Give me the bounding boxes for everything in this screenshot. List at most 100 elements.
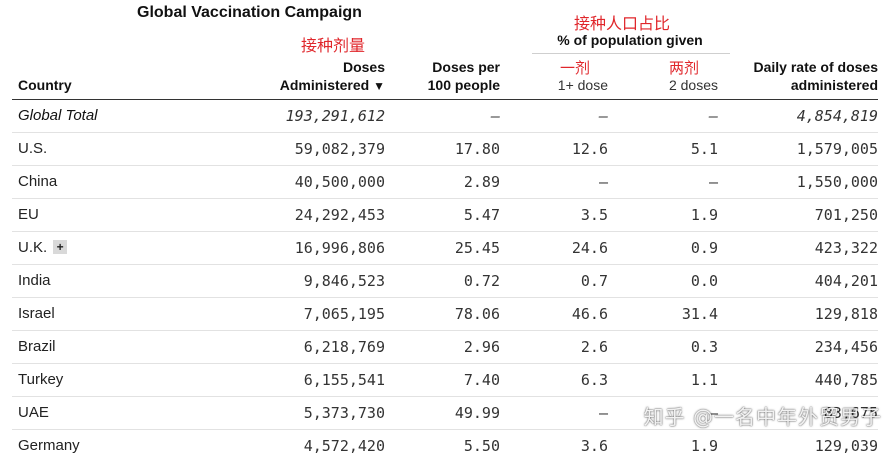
- country-name: Brazil: [18, 338, 56, 355]
- country-cell: U.S.: [18, 140, 47, 158]
- doses-per-100-cell: 5.50: [463, 437, 500, 455]
- doses-administered-cell: 4,572,420: [303, 437, 385, 455]
- doses-administered-cell: 6,218,769: [303, 338, 385, 356]
- column-header-doses-line2: Administered: [279, 77, 370, 93]
- daily-rate-cell: 701,250: [814, 206, 878, 224]
- daily-rate-cell: 404,201: [814, 272, 878, 290]
- table-row: EU 24,292,453 5.47 3.5 1.9 701,250: [12, 199, 878, 232]
- country-name: U.S.: [18, 140, 48, 157]
- page-title: Global Vaccination Campaign: [137, 4, 362, 21]
- column-header-per100-line2: 100 people: [427, 77, 500, 93]
- two-doses-percent-cell: 0.0: [690, 272, 718, 290]
- doses-administered-cell: 193,291,612: [285, 107, 385, 125]
- expand-plus-icon[interactable]: +: [53, 240, 68, 254]
- annotation-population-share: 接种人口占比: [574, 14, 671, 33]
- annotation-one-dose: 一剂: [560, 59, 591, 77]
- two-doses-percent-cell: 5.1: [690, 140, 718, 158]
- two-doses-percent-cell: 0.9: [690, 239, 718, 257]
- table-row: U.K. +16,996,806 25.45 24.6 0.9 423,322: [12, 232, 878, 265]
- two-doses-percent-cell: –: [708, 404, 718, 422]
- two-doses-percent-cell: 1.9: [690, 206, 718, 224]
- daily-rate-cell: 129,039: [814, 437, 878, 455]
- doses-per-100-cell: 2.89: [463, 173, 500, 191]
- one-dose-percent-cell: 0.7: [580, 272, 608, 290]
- column-header-doses-per-100[interactable]: Doses per 100 people: [428, 58, 500, 94]
- two-doses-percent-cell: –: [708, 107, 718, 125]
- header-divider: [12, 99, 878, 100]
- column-header-daily-rate[interactable]: Daily rate of doses administered: [754, 58, 879, 94]
- column-header-country[interactable]: Country: [18, 76, 72, 94]
- one-dose-percent-cell: –: [598, 404, 608, 422]
- two-doses-percent-cell: 1.9: [690, 437, 718, 455]
- table-row: India 9,846,523 0.72 0.7 0.0 404,201: [12, 265, 878, 298]
- column-header-rate-line1: Daily rate of doses: [753, 59, 879, 75]
- country-name: U.K.: [18, 239, 48, 256]
- doses-per-100-cell: 0.72: [463, 272, 500, 290]
- annotation-two-doses: 两剂: [669, 59, 700, 77]
- vaccination-table-page: Global Vaccination Campaign 接种人口占比 接种剂量 …: [12, 4, 882, 455]
- country-name: India: [18, 272, 51, 289]
- doses-per-100-cell: 17.80: [454, 140, 500, 158]
- annotation-doses-administered: 接种剂量: [301, 36, 366, 55]
- doses-per-100-cell: 2.96: [463, 338, 500, 356]
- column-header-one-dose[interactable]: 1+ dose: [558, 76, 608, 94]
- daily-rate-cell: 440,785: [814, 371, 878, 389]
- country-cell: Israel: [18, 305, 55, 323]
- country-name: China: [18, 173, 58, 190]
- doses-per-100-cell: 78.06: [454, 305, 500, 323]
- table-row: Israel 7,065,195 78.06 46.6 31.4 129,818: [12, 298, 878, 331]
- watermark: 知乎 @一名中年外贸男子: [643, 405, 882, 429]
- daily-rate-cell: 1,579,005: [796, 140, 878, 158]
- two-doses-percent-cell: 0.3: [690, 338, 718, 356]
- column-header-rate-line2: administered: [790, 77, 878, 93]
- daily-rate-cell: 4,854,819: [796, 107, 878, 125]
- doses-per-100-cell: 7.40: [463, 371, 500, 389]
- one-dose-percent-cell: 3.5: [580, 206, 608, 224]
- country-name: Global Total: [18, 107, 98, 124]
- table-row: U.S. 59,082,379 17.80 12.6 5.1 1,579,005: [12, 133, 878, 166]
- column-header-doses-line1: Doses: [342, 59, 385, 75]
- country-name: Germany: [18, 437, 80, 454]
- doses-per-100-cell: –: [490, 107, 500, 125]
- one-dose-percent-cell: 2.6: [580, 338, 608, 356]
- country-cell: Global Total: [18, 107, 98, 125]
- column-header-doses-administered[interactable]: Doses Administered ▼: [280, 58, 385, 95]
- group-header-divider: [532, 53, 730, 54]
- daily-rate-cell: 423,322: [814, 239, 878, 257]
- column-header-country-label: Country: [18, 77, 72, 93]
- country-cell: Brazil: [18, 338, 56, 356]
- country-name: UAE: [18, 404, 49, 421]
- country-cell: EU: [18, 206, 39, 224]
- country-name: Turkey: [18, 371, 64, 388]
- one-dose-percent-cell: 46.6: [571, 305, 608, 323]
- country-name: EU: [18, 206, 39, 223]
- country-cell: Germany: [18, 437, 80, 455]
- table-row: Germany 4,572,420 5.50 3.6 1.9 129,039: [12, 430, 878, 462]
- doses-per-100-cell: 5.47: [463, 206, 500, 224]
- table-row: UAE 5,373,730 49.99 – – 83,675: [12, 397, 878, 430]
- table-row: Turkey 6,155,541 7.40 6.3 1.1 440,785: [12, 364, 878, 397]
- country-cell: India: [18, 272, 51, 290]
- table-row: Brazil 6,218,769 2.96 2.6 0.3 234,456: [12, 331, 878, 364]
- doses-administered-cell: 7,065,195: [303, 305, 385, 323]
- two-doses-percent-cell: 31.4: [681, 305, 718, 323]
- table-row: China 40,500,000 2.89 – – 1,550,000: [12, 166, 878, 199]
- sort-descending-icon: ▼: [373, 79, 385, 93]
- doses-administered-cell: 6,155,541: [303, 371, 385, 389]
- column-header-two-doses[interactable]: 2 doses: [669, 76, 718, 94]
- country-cell: U.K. +: [18, 239, 68, 257]
- one-dose-percent-cell: 12.6: [571, 140, 608, 158]
- one-dose-percent-cell: 24.6: [571, 239, 608, 257]
- doses-administered-cell: 9,846,523: [303, 272, 385, 290]
- country-cell: China: [18, 173, 57, 191]
- one-dose-percent-cell: –: [598, 107, 608, 125]
- one-dose-percent-cell: –: [598, 173, 608, 191]
- doses-administered-cell: 5,373,730: [303, 404, 385, 422]
- table-row-global-total: Global Total 193,291,612 – – – 4,854,819: [12, 100, 878, 133]
- one-dose-percent-cell: 6.3: [580, 371, 608, 389]
- daily-rate-cell: 129,818: [814, 305, 878, 323]
- country-name: Israel: [18, 305, 55, 322]
- doses-administered-cell: 24,292,453: [294, 206, 385, 224]
- doses-administered-cell: 40,500,000: [294, 173, 385, 191]
- table-body: Global Total 193,291,612 – – – 4,854,819 U.S. 5…: [12, 100, 878, 462]
